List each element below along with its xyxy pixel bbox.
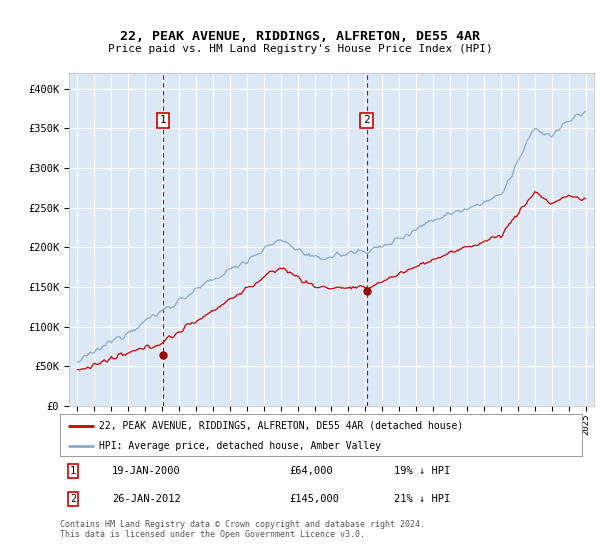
Text: 1: 1 [70,466,76,476]
Text: 19-JAN-2000: 19-JAN-2000 [112,466,181,476]
Text: HPI: Average price, detached house, Amber Valley: HPI: Average price, detached house, Ambe… [99,441,381,451]
Text: £64,000: £64,000 [290,466,334,476]
Text: £145,000: £145,000 [290,494,340,504]
Text: 22, PEAK AVENUE, RIDDINGS, ALFRETON, DE55 4AR: 22, PEAK AVENUE, RIDDINGS, ALFRETON, DE5… [120,30,480,43]
Text: Contains HM Land Registry data © Crown copyright and database right 2024.
This d: Contains HM Land Registry data © Crown c… [60,520,425,539]
Text: 1: 1 [160,115,166,125]
Text: 2: 2 [363,115,370,125]
Text: 19% ↓ HPI: 19% ↓ HPI [394,466,451,476]
Text: 26-JAN-2012: 26-JAN-2012 [112,494,181,504]
Text: 21% ↓ HPI: 21% ↓ HPI [394,494,451,504]
Text: 22, PEAK AVENUE, RIDDINGS, ALFRETON, DE55 4AR (detached house): 22, PEAK AVENUE, RIDDINGS, ALFRETON, DE5… [99,421,463,431]
Text: 2: 2 [70,494,76,504]
Text: Price paid vs. HM Land Registry's House Price Index (HPI): Price paid vs. HM Land Registry's House … [107,44,493,54]
